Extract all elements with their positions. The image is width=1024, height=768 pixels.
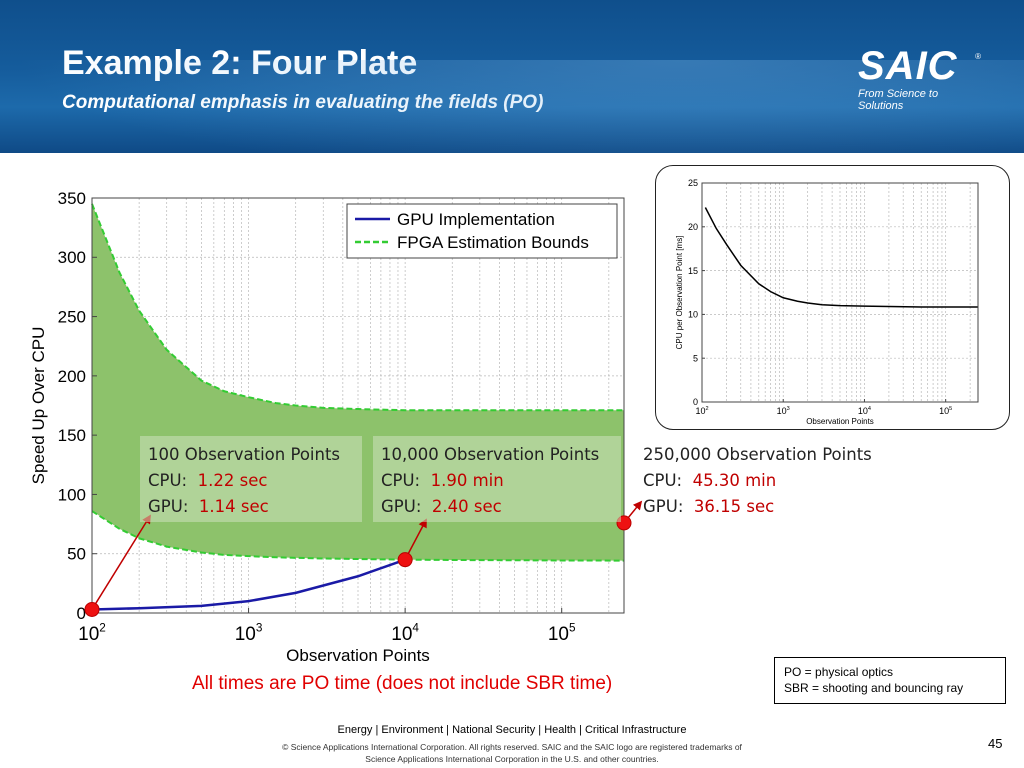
logo-tagline: From Science to Solutions <box>858 88 939 112</box>
x-tick-exponent: 5 <box>569 621 576 634</box>
saic-logo: SAIC ® From Science to Solutions <box>858 46 983 112</box>
gpu-time-value: 1.14 sec <box>198 497 269 516</box>
y-tick-label: 10 <box>688 310 698 320</box>
annotation-gpu-line: GPU: 2.40 sec <box>381 497 502 516</box>
annotation-gpu-line: GPU: 36.15 sec <box>643 497 775 516</box>
x-tick-label: 102 <box>78 621 106 645</box>
x-tick-label: 103 <box>777 406 790 416</box>
x-tick-base: 10 <box>78 624 99 645</box>
legend-box <box>346 203 618 259</box>
annotation-cpu-line: CPU: 1.22 sec <box>148 471 268 490</box>
x-tick-label: 103 <box>235 621 263 645</box>
abbr-po: PO = physical optics <box>784 665 894 679</box>
y-tick-label: 100 <box>58 485 86 504</box>
po-time-note: All times are PO time (does not include … <box>192 673 613 694</box>
y-tick-label: 150 <box>58 426 86 445</box>
annotation-100-points: 100 Observation Points CPU: 1.22 sec GPU… <box>140 436 362 522</box>
legend-gpu-label: GPU Implementation <box>397 210 555 229</box>
x-tick-base: 10 <box>548 624 569 645</box>
x-axis-label: Observation Points <box>286 646 430 665</box>
copyright-line-2: Science Applications International Corpo… <box>365 754 659 764</box>
y-axis-label: Speed Up Over CPU <box>29 327 48 485</box>
y-tick-label: 0 <box>77 604 86 623</box>
axes-frame <box>91 197 625 614</box>
annotation-arrow <box>91 514 151 610</box>
x-tick-label: 104 <box>858 406 871 416</box>
cpu-time-line <box>704 207 978 308</box>
abbreviation-legend: PO = physical optics SBR = shooting and … <box>774 657 1006 704</box>
annotation-title: 10,000 Observation Points <box>381 445 600 464</box>
y-tick-label: 250 <box>58 308 86 327</box>
x-tick-base: 10 <box>391 624 412 645</box>
x-tick-base: 10 <box>858 406 868 416</box>
gpu-time-value: 2.40 sec <box>431 497 502 516</box>
annotation-title: 250,000 Observation Points <box>643 445 872 464</box>
abbr-sbr: SBR = shooting and bouncing ray <box>784 681 964 695</box>
x-tick-label: 102 <box>695 406 708 416</box>
fpga-upper-bound-line <box>91 203 624 412</box>
axes-frame <box>701 182 979 403</box>
logo-wordmark: SAIC <box>858 44 958 88</box>
x-tick-label: 104 <box>391 621 419 645</box>
x-tick-exponent: 3 <box>256 621 263 634</box>
y-tick-label: 50 <box>67 545 86 564</box>
x-tick-exponent: 4 <box>412 621 419 634</box>
cpu-time-value: 45.30 min <box>692 471 777 490</box>
gpu-time-value: 36.15 sec <box>693 497 775 516</box>
chart-legend: GPU Implementation FPGA Estimation Bounds <box>346 203 618 259</box>
highlight-marker <box>397 552 413 568</box>
x-tick-base: 10 <box>939 406 949 416</box>
y-tick-label: 20 <box>688 222 698 232</box>
x-tick-base: 10 <box>235 624 256 645</box>
y-tick-label: 25 <box>688 178 698 188</box>
fpga-lower-bound-line <box>91 510 625 562</box>
y-tick-label: 350 <box>58 189 86 208</box>
annotation-10000-points: 10,000 Observation Points CPU: 1.90 min … <box>373 436 621 522</box>
copyright-line-1: © Science Applications International Cor… <box>282 742 742 752</box>
y-tick-label: 15 <box>688 266 698 276</box>
annotation-cpu-line: CPU: 1.90 min <box>381 471 504 490</box>
x-tick-exponent: 3 <box>787 406 790 412</box>
x-tick-label: 105 <box>939 406 952 416</box>
x-tick-exponent: 5 <box>949 406 952 412</box>
annotation-title: 100 Observation Points <box>148 445 341 464</box>
x-tick-base: 10 <box>695 406 705 416</box>
annotation-gpu-line: GPU: 1.14 sec <box>148 497 269 516</box>
x-tick-exponent: 2 <box>99 621 106 634</box>
x-tick-exponent: 4 <box>868 406 871 412</box>
x-tick-base: 10 <box>777 406 787 416</box>
footer-sectors: Energy | Environment | National Security… <box>337 724 687 736</box>
copyright-notice: © Science Applications International Cor… <box>0 741 1024 765</box>
x-tick-label: 105 <box>548 621 576 645</box>
logo-registered-mark: ® <box>975 52 981 61</box>
cpu-time-value: 1.90 min <box>430 471 504 490</box>
cpu-time-value: 1.22 sec <box>197 471 268 490</box>
y-axis-label: CPU per Observation Point [ms] <box>675 236 684 350</box>
annotation-cpu-line: CPU: 45.30 min <box>643 471 777 490</box>
x-axis-label: Observation Points <box>806 417 874 426</box>
highlight-marker <box>84 601 100 617</box>
page-number: 45 <box>988 736 1003 751</box>
x-tick-exponent: 2 <box>705 406 708 412</box>
y-tick-label: 0 <box>693 397 698 407</box>
y-tick-label: 300 <box>58 248 86 267</box>
legend-fpga-label: FPGA Estimation Bounds <box>397 233 589 252</box>
y-tick-label: 5 <box>693 353 698 363</box>
annotation-250000-points: 250,000 Observation Points CPU: 45.30 mi… <box>643 442 903 520</box>
header-banner: Example 2: Four Plate Computational emph… <box>0 0 1024 153</box>
y-tick-label: 200 <box>58 367 86 386</box>
